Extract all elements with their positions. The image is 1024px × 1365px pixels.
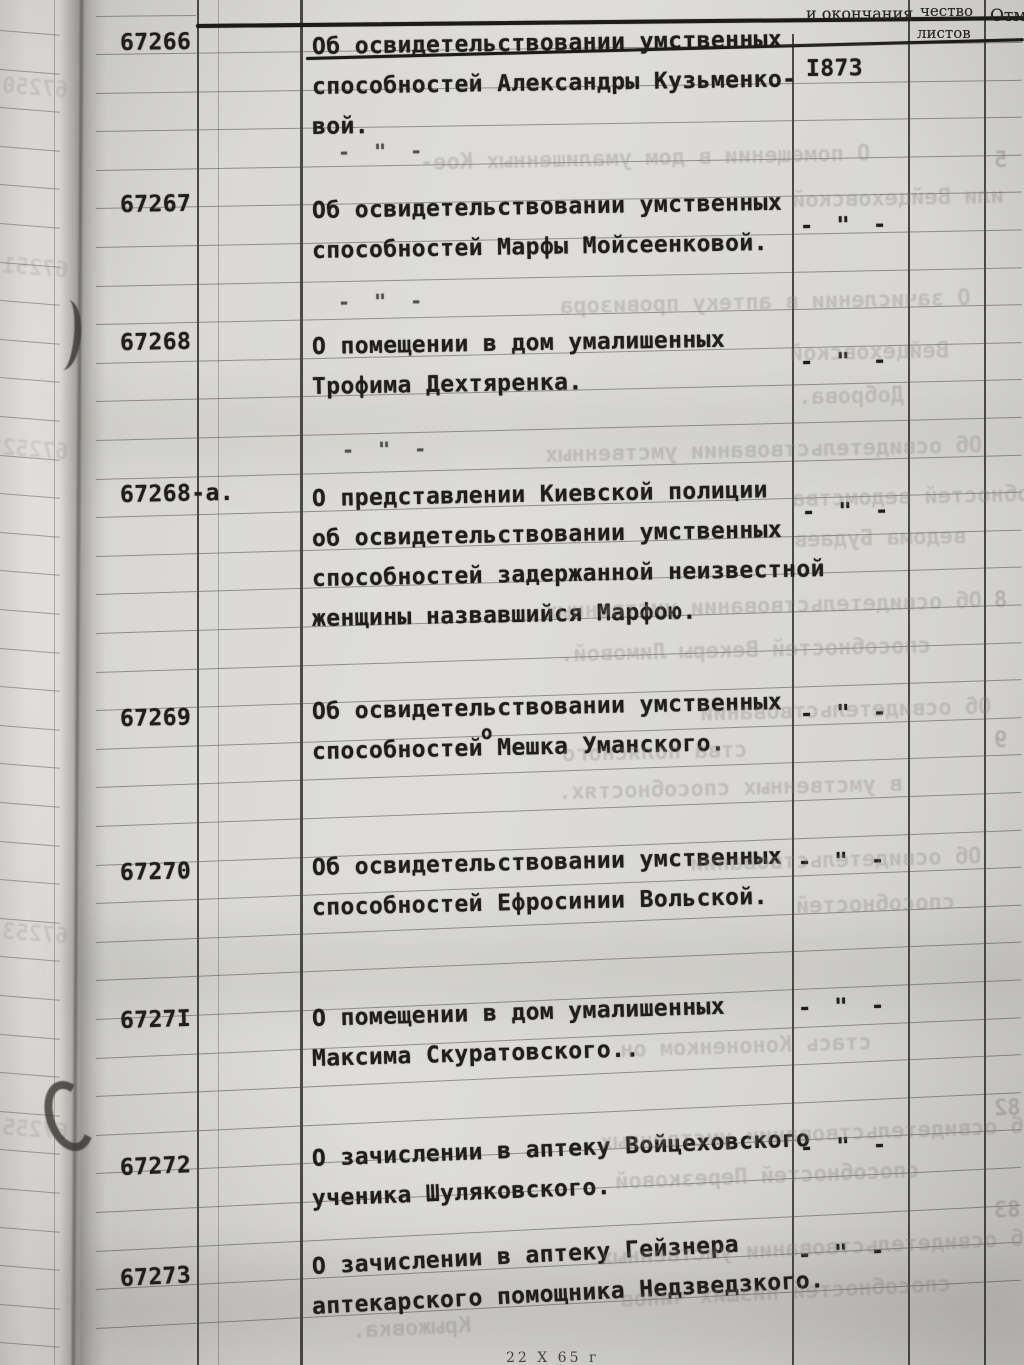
entry-description-line: способностей Александры Кузьменко-	[311, 66, 797, 100]
right-edge-ghost-digits: 82	[993, 1095, 1021, 1122]
bleedthrough-line: в умственных способностях.	[557, 771, 903, 806]
bleedthrough-line: способностей Векеры Лимовой.	[559, 633, 932, 668]
column-header-notes-fragment: Отм	[990, 6, 1024, 26]
ruled-line	[95, 14, 196, 17]
dates-column-rule	[792, 34, 794, 1365]
entry-description-line: Максима Скуратовского..	[311, 1036, 640, 1072]
bleedthrough-line: способностей ведомства	[791, 480, 1024, 513]
overtype-correction: о	[481, 722, 493, 744]
entry-number: 67273	[119, 1262, 192, 1292]
entry-description-line: Об освидетельствовании умственных	[311, 189, 783, 224]
entry-description-line: О помещении в дом умалишенных	[311, 326, 726, 360]
entry-number: 67268	[119, 328, 192, 356]
bleedthrough-line: Крыжовка.	[351, 1313, 472, 1344]
ruled-line	[95, 266, 1022, 287]
bleedthrough-line: ведома Будаев	[793, 524, 967, 553]
previous-page-edge: 67250 67251 67252 67253 67255	[0, 0, 78, 1365]
ruled-line	[95, 116, 1022, 133]
bleedthrough-line: стась Кононенком он	[619, 1030, 873, 1063]
separator-ditto-mark: - " -	[337, 138, 429, 164]
right-edge-ghost-digits: 9	[993, 727, 1008, 754]
right-edge-ghost-digits: 5	[993, 147, 1008, 174]
shading-band	[70, 930, 1024, 1010]
page-gutter-shadow	[60, 0, 106, 1365]
column-header-dates-fragment: и окончания	[806, 4, 914, 23]
separator-ditto-mark: - " -	[341, 436, 433, 462]
entry-description-line: способностей Ефросинии Вольской.	[311, 883, 769, 921]
separator-ditto-mark: - " -	[337, 288, 429, 314]
entry-number: 67269	[119, 704, 192, 732]
entry-description-line: способностей Марфы Мойсеенковой.	[311, 230, 769, 264]
shading-band	[70, 400, 1024, 460]
footer-date-stamp: 22 X 65 г	[506, 1350, 600, 1365]
bleedthrough-line: Об освидетельствовании умственных	[544, 588, 983, 625]
bleedthrough-line: О помещении в дом умалишенных Кое-	[419, 141, 871, 176]
bleedthrough-line: Вейцеховской	[789, 338, 950, 367]
bleedthrough-line: способностей	[795, 889, 956, 920]
column-header-sheets-line2: листов	[917, 24, 971, 42]
entry-description-line: О помещении в дом умалишенных	[311, 993, 726, 1032]
secondary-column-rule	[218, 0, 219, 1365]
entry-description-line: Об освидетельствовании умственных	[311, 26, 783, 60]
entry-description-line: об освидетельствовании умственных	[311, 516, 783, 552]
number-column-rule-top-stub	[197, 0, 199, 28]
entry-year-ditto-mark: - " -	[797, 993, 890, 1021]
facing-page-column-rule	[54, 0, 55, 1365]
number-column-rule	[197, 26, 199, 1365]
entry-number: 67270	[119, 858, 192, 886]
right-edge-ghost-digits: 83	[993, 1197, 1021, 1224]
entry-number: 67268-а.	[119, 479, 235, 508]
entry-description-line: О представлении Киевской полиции	[311, 477, 769, 512]
entry-description-line: ученика Шуляковского.	[311, 1174, 612, 1212]
entry-number: 67267	[119, 190, 192, 218]
bleedthrough-line: ства полясного	[561, 737, 748, 768]
entry-number: 6727I	[119, 1005, 192, 1034]
bleedthrough-line: Доброва.	[797, 382, 905, 411]
right-edge-ghost-digits: 8	[993, 587, 1008, 614]
entry-description-line: вой.	[311, 113, 370, 140]
column-header-sheets-line1: чество	[920, 2, 973, 20]
bleedthrough-line: способностей Перезковой	[614, 1158, 921, 1195]
description-column-left-rule	[300, 0, 303, 1365]
bleedthrough-line: или Вейцеховской	[791, 183, 1005, 214]
entry-number: 67266	[119, 28, 192, 56]
entry-description-line: Трофима Дехтяренка.	[311, 369, 583, 400]
entry-number: 67272	[119, 1152, 192, 1181]
ruled-line	[95, 941, 1022, 982]
bleedthrough-line: Об освидетельствовании умственных	[544, 433, 983, 468]
notes-column-rule	[984, 0, 986, 1365]
entry-description-line: способностей задержанной неизвестной	[311, 556, 826, 592]
entry-year-ditto-mark: - " -	[799, 212, 892, 239]
entry-year: I873	[805, 55, 864, 82]
